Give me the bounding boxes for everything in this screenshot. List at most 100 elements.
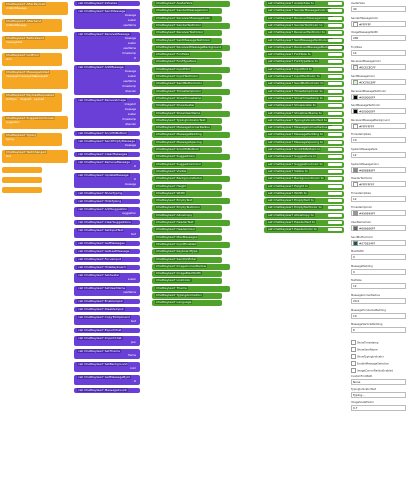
- event-block[interactable]: ChatKaylew7 Typing typing: [2, 133, 62, 146]
- method-block[interactable]: call ChatKaylew7 RemoveMessage id: [74, 160, 140, 170]
- property-getter-block[interactable]: ChatKaylew7 InputHint: [152, 66, 230, 73]
- property-getter-block[interactable]: ChatKaylew7 SentMessageTextColor: [152, 37, 222, 44]
- scale-input[interactable]: 0.7: [351, 404, 406, 411]
- method-block[interactable]: call ChatKaylew7 ReceiveImage imageUrl mes…: [74, 98, 140, 128]
- method-block[interactable]: call ChatKaylew7 SetBackground color: [74, 362, 140, 372]
- property-getter-block[interactable]: ChatKaylew7 KeyboardType: [152, 249, 222, 256]
- property-setter-block[interactable]: set ChatKaylew7 AvatarSize to: [264, 1, 344, 7]
- property-setter-block[interactable]: set ChatKaylew7 AllowCopy to: [264, 212, 344, 219]
- property-getter-block[interactable]: ChatKaylew7 ShowAvatar: [152, 103, 222, 110]
- property-getter-block[interactable]: ChatKaylew7 FontTypeface: [152, 59, 222, 66]
- property-setter-block[interactable]: set ChatKaylew7 FontSize to: [264, 52, 344, 59]
- setter-socket[interactable]: [328, 16, 342, 20]
- property-setter-block[interactable]: set ChatKaylew7 ShowTimestamp to: [264, 95, 344, 102]
- property-getter-block[interactable]: ChatKaylew7 ShowTimestamp: [152, 95, 222, 102]
- method-block[interactable]: call ChatKaylew7 SetAvatar avatar: [74, 273, 140, 283]
- method-block[interactable]: call ChatKaylew7 SetTheme theme: [74, 349, 140, 359]
- method-block[interactable]: call ChatKaylew7 ExportChat: [74, 328, 140, 333]
- setter-socket[interactable]: [328, 140, 342, 144]
- method-block[interactable]: call ChatKaylew7 ClearMessages: [74, 152, 140, 157]
- property-setter-block[interactable]: set ChatKaylew7 InputHint to: [264, 66, 344, 73]
- method-block[interactable]: call ChatKaylew7 DisableInput: [74, 307, 140, 312]
- property-setter-block[interactable]: set ChatKaylew7 MessageSpacing to: [264, 139, 344, 146]
- property-setter-block[interactable]: set ChatKaylew7 Width to: [264, 190, 344, 197]
- font-select[interactable]: None: [351, 378, 406, 385]
- setter-socket[interactable]: [328, 155, 342, 159]
- property-getter-block[interactable]: ChatKaylew7 AllowCopy: [152, 212, 222, 219]
- setter-socket[interactable]: [328, 199, 342, 203]
- setter-socket[interactable]: [328, 162, 342, 166]
- method-block[interactable]: call ChatKaylew7 EnableInput: [74, 299, 140, 304]
- setter-socket[interactable]: [328, 96, 342, 100]
- property-input[interactable]: #000000FF: [351, 93, 406, 100]
- property-setter-block[interactable]: set ChatKaylew7 MessagePadding to: [264, 132, 344, 139]
- property-getter-block[interactable]: ChatKaylew7 Suggestions: [152, 154, 230, 161]
- property-getter-block[interactable]: ChatKaylew7 Width: [152, 190, 222, 197]
- setter-socket[interactable]: [328, 67, 342, 71]
- property-getter-block[interactable]: ChatKaylew7 TypingAnimation: [152, 293, 222, 299]
- property-getter-block[interactable]: ChatKaylew7 SendOnEnter: [152, 256, 222, 263]
- setter-socket[interactable]: [328, 75, 342, 78]
- setter-socket[interactable]: [328, 184, 342, 188]
- property-getter-block[interactable]: ChatKaylew7 ReceivedMessageBackground: [152, 44, 230, 51]
- property-setter-block[interactable]: set ChatKaylew7 BackgroundColor to: [264, 176, 344, 183]
- property-input[interactable]: 200: [351, 35, 406, 42]
- setter-socket[interactable]: [328, 23, 342, 27]
- setter-socket[interactable]: [328, 31, 342, 35]
- property-setter-block[interactable]: set ChatKaylew7 Visible to: [264, 168, 344, 175]
- setter-socket[interactable]: [328, 53, 342, 57]
- property-getter-block[interactable]: ChatKaylew7 MessageCornerRadius: [152, 125, 222, 132]
- event-block[interactable]: ChatKaylew7 GotError error: [2, 53, 62, 66]
- method-block[interactable]: call ChatKaylew7 GetMessages: [74, 241, 140, 246]
- property-getter-block[interactable]: ChatKaylew7 InputTextColor: [152, 74, 222, 80]
- property-getter-block[interactable]: ChatKaylew7 ScrollToBottom: [152, 147, 222, 153]
- event-block[interactable]: [2, 167, 42, 173]
- setter-socket[interactable]: [328, 60, 342, 64]
- method-block[interactable]: call ChatKaylew7 MessageCount: [74, 388, 140, 393]
- property-getter-block[interactable]: ChatKaylew7 MaxMessages: [152, 234, 222, 241]
- property-input[interactable]: 0: [351, 268, 406, 275]
- property-setter-block[interactable]: set ChatKaylew7 TimestampColor to: [264, 88, 344, 95]
- property-getter-block[interactable]: ChatKaylew7 Visible: [152, 168, 222, 175]
- method-block[interactable]: call ChatKaylew7 HideTyping: [74, 199, 140, 204]
- property-setter-block[interactable]: set ChatKaylew7 SenderTextColor to: [264, 22, 344, 29]
- property-checkbox[interactable]: EnableMessageSelection: [351, 360, 389, 366]
- property-getter-block[interactable]: ChatKaylew7 LinkColor: [152, 278, 222, 285]
- method-block[interactable]: call ChatKaylew7 SetInputText text: [74, 228, 140, 238]
- property-getter-block[interactable]: ChatKaylew7 MessagePadding: [152, 132, 230, 139]
- method-block[interactable]: call ChatKaylew7 CopyToClipboard text: [74, 315, 140, 325]
- property-setter-block[interactable]: set ChatKaylew7 HeaderText to: [264, 220, 344, 226]
- setter-socket[interactable]: [328, 104, 342, 108]
- event-block[interactable]: ChatKaylew7 TextChanged text: [2, 150, 68, 163]
- setter-socket[interactable]: [328, 177, 342, 181]
- property-setter-block[interactable]: set ChatKaylew7 EmptyText to: [264, 198, 344, 205]
- property-getter-block[interactable]: ChatKaylew7 HeaderColor: [152, 227, 222, 234]
- method-block[interactable]: call ChatKaylew7 ShowTyping: [74, 191, 140, 196]
- setter-socket[interactable]: [328, 126, 342, 130]
- property-input[interactable]: #DCF8C6FF: [351, 79, 406, 85]
- property-getter-block[interactable]: ChatKaylew7 TimestampColor: [152, 88, 230, 95]
- property-setter-block[interactable]: set ChatKaylew7 Suggestions to: [264, 154, 344, 161]
- property-getter-block[interactable]: ChatKaylew7 HeaderText: [152, 220, 230, 226]
- event-block[interactable]: ChatKaylew7 BeforeSend messageText: [2, 36, 68, 49]
- setter-socket[interactable]: [328, 2, 342, 5]
- property-input[interactable]: #000000FF: [351, 108, 406, 115]
- property-setter-block[interactable]: set ChatKaylew7 ReceivedMessageBackgroun…: [264, 44, 344, 51]
- property-getter-block[interactable]: ChatKaylew7 BackgroundColor: [152, 176, 230, 183]
- method-block[interactable]: call ChatKaylew7 UpdateMessage id message: [74, 173, 140, 188]
- property-getter-block[interactable]: ChatKaylew7 ImageCornerRadius: [152, 263, 230, 270]
- property-input[interactable]: 20.0: [351, 298, 406, 304]
- property-getter-block[interactable]: ChatKaylew7 ReceiverMessageColor: [152, 15, 222, 22]
- property-input[interactable]: #888888FF: [351, 166, 406, 173]
- property-input[interactable]: 10: [351, 312, 406, 319]
- setter-socket[interactable]: [328, 206, 342, 210]
- event-block[interactable]: ChatKaylew7 AfterPayload chatbotMessage: [2, 2, 68, 15]
- method-block[interactable]: call ChatKaylew7 ClearSuggestions: [74, 220, 140, 225]
- setter-socket[interactable]: [328, 169, 342, 173]
- setter-socket[interactable]: [328, 38, 342, 42]
- property-setter-block[interactable]: set ChatKaylew7 TypingIndicatorText to: [264, 117, 344, 124]
- setter-socket[interactable]: [328, 133, 342, 137]
- setter-socket[interactable]: [328, 228, 342, 232]
- property-setter-block[interactable]: set ChatKaylew7 SendButtonColor to: [264, 81, 344, 88]
- method-block[interactable]: call ChatKaylew7 GetMessageById id: [74, 375, 140, 385]
